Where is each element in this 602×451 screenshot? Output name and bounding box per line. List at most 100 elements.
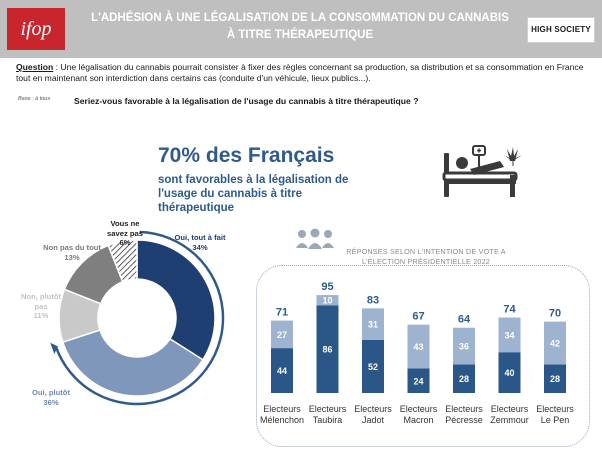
slice-label-ne-savez-pas: Vous ne savez pas 6% [101, 219, 149, 248]
question-label: Question [16, 62, 54, 72]
bar-total-label: 64 [458, 314, 471, 326]
bar-segment [453, 364, 475, 393]
bar-value-label: 86 [322, 345, 332, 355]
bar-group: 442771ElecteursMélenchon861095ElecteursT… [260, 281, 574, 425]
bar-segment [316, 295, 339, 306]
bar-total-label: 83 [367, 294, 379, 306]
bar-category-label: Electeurs [354, 404, 392, 414]
bar-category-label: Electeurs [445, 404, 483, 414]
bar-category-label: Electeurs [491, 404, 529, 414]
base-note: Base : à tous [18, 96, 51, 102]
bar-total-label: 67 [412, 311, 424, 323]
favorable-arc-arrow [50, 230, 225, 406]
bar-value-label: 42 [550, 339, 560, 349]
page-title: L'ADHÉSION À UNE LÉGALISATION DE LA CONS… [80, 10, 520, 44]
title-line-1: L'ADHÉSION À UNE LÉGALISATION DE LA CONS… [91, 12, 509, 24]
bar-value-label: 36 [459, 342, 469, 352]
bar-segment [544, 321, 566, 365]
bar-category-label: Taubira [313, 415, 343, 425]
bar-value-label: 44 [277, 366, 287, 376]
bar-category-label: Mélenchon [260, 415, 304, 425]
bar-segment [271, 320, 293, 349]
bar-total-label: 70 [549, 308, 561, 320]
bar-category-label: Zemmour [490, 415, 529, 425]
favorable-arc [54, 230, 225, 406]
bar-category-label: Le Pen [541, 415, 570, 425]
slice-label-oui-tout-a-fait: Oui, tout à fait 34% [164, 233, 236, 252]
favorable-arrowhead [50, 342, 58, 355]
question-text: Question : Une légalisation du cannabis … [16, 62, 588, 84]
bar-segment [453, 327, 475, 365]
slice-label-non-plutot-pas: Non, plutôt pas 11% [14, 292, 68, 321]
bar-category-label: Electeurs [309, 404, 347, 414]
subheadline: sont favorables à la légalisation de l'u… [158, 174, 349, 214]
sub-question: Seriez-vous favorable à la légalisation … [74, 96, 419, 106]
bar-value-label: 28 [550, 374, 560, 384]
slice-label-oui-plutot: Oui, plutôt 36% [16, 388, 86, 407]
bar-category-label: Electeurs [263, 404, 301, 414]
header-bar: ifop L'ADHÉSION À UNE LÉGALISATION DE LA… [0, 0, 602, 58]
bar-value-label: 28 [459, 374, 469, 384]
bar-value-label: 34 [504, 330, 514, 340]
bar-total-label: 74 [503, 304, 516, 316]
bar-chart-title-line-1: RÉPONSES SELON L'INTENTION DE VOTE A [346, 247, 506, 256]
bar-value-label: 43 [413, 342, 423, 352]
bar-total-label: 71 [276, 307, 288, 319]
bar-segment [498, 317, 521, 353]
slice-label-text: Oui, tout à fait [174, 233, 226, 242]
title-line-2: À TITRE THÉRAPEUTIQUE [226, 29, 374, 41]
question-body: : Une légalisation du cannabis pourrait … [16, 62, 584, 83]
bar-segment [271, 348, 293, 393]
bar-category-label: Pécresse [445, 415, 483, 425]
donut-slice-0 [136, 239, 216, 361]
slice-label-value: 11% [33, 311, 49, 320]
bar-total-label: 95 [321, 281, 333, 293]
slice-label-non-pas-du-tout: Non pas du tout 13% [36, 243, 108, 262]
ifop-logo: ifop [7, 8, 65, 50]
bar-value-label: 27 [277, 330, 287, 340]
bar-value-label: 24 [413, 376, 423, 386]
donut-slices [58, 239, 216, 397]
slice-label-text: Non pas du tout [43, 243, 101, 252]
slice-label-value: 34% [192, 242, 208, 252]
slice-label-value: 6% [119, 238, 131, 247]
slice-label-text: Oui, plutôt [32, 388, 70, 397]
slice-label-value: 36% [43, 397, 59, 407]
bar-category-label: Electeurs [536, 404, 574, 414]
people-icon [296, 228, 334, 249]
bar-chart-title-line-2: L'ÉLECTION PRÉSIDENTIELLE 2022 [361, 257, 490, 266]
cannabis-leaf-icon [504, 147, 522, 166]
bar-segment [407, 324, 430, 369]
donut-chart [50, 230, 225, 406]
bar-chart-title: RÉPONSES SELON L'INTENTION DE VOTE A L'É… [318, 247, 534, 267]
bar-category-label: Macron [403, 415, 433, 425]
bar-segment [407, 368, 430, 393]
slice-label-text: Vous ne savez pas [107, 219, 143, 238]
donut-slice-4 [107, 239, 138, 283]
bar-segment [362, 308, 384, 340]
headline: 70% des Français [158, 144, 335, 167]
slice-label-value: 13% [64, 252, 80, 262]
bar-value-label: 40 [504, 368, 514, 378]
bar-segment [362, 339, 384, 393]
bar-value-label: 31 [368, 320, 378, 330]
bar-segment [316, 305, 339, 393]
hospital-bed-icon [442, 145, 522, 197]
bar-category-label: Jadot [362, 415, 385, 425]
donut-slice-1 [61, 329, 204, 397]
slice-label-text: Non, plutôt pas [20, 292, 62, 311]
vote-intention-panel [256, 265, 590, 447]
bar-category-label: Electeurs [400, 404, 438, 414]
high-society-logo: HIGH SOCIETY [527, 17, 595, 43]
bar-segment [544, 364, 566, 393]
bar-value-label: 52 [368, 362, 378, 372]
bar-value-label: 10 [322, 296, 332, 306]
